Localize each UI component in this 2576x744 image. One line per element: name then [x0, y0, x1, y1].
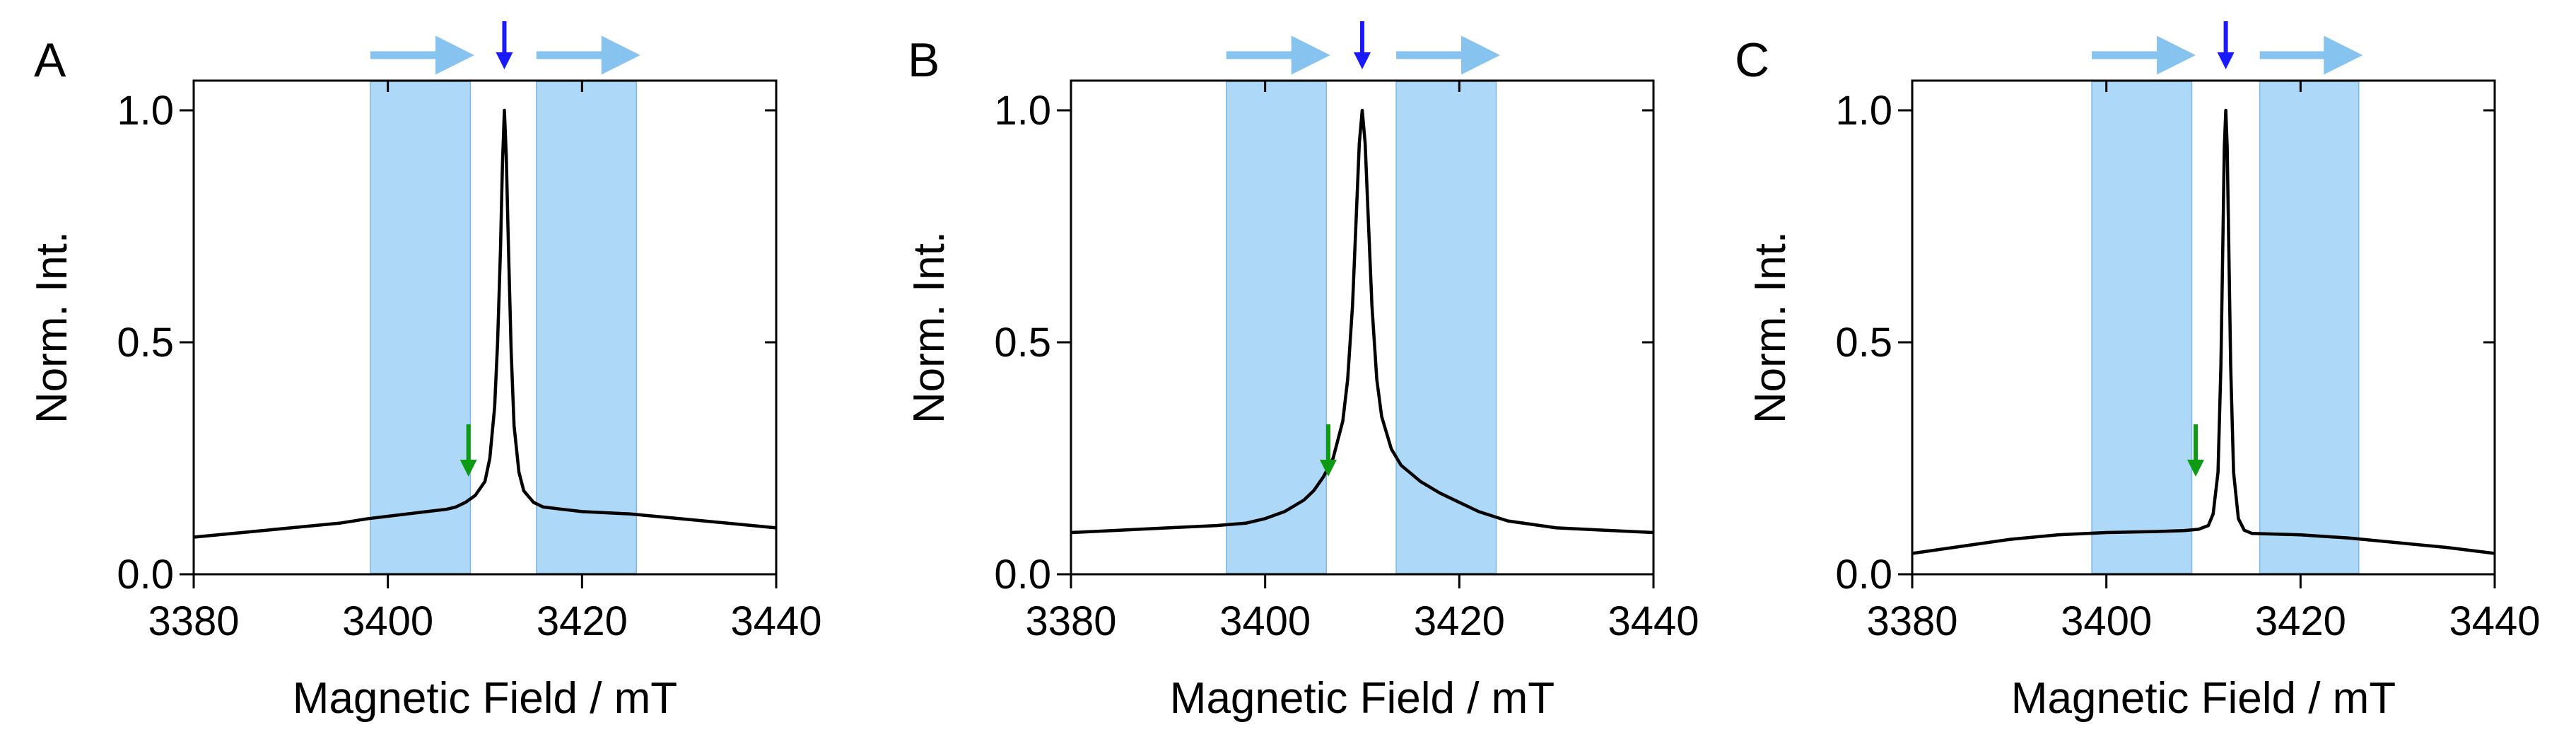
y-tick-label-2: 1.0 — [1835, 88, 1892, 134]
ticks — [180, 81, 778, 588]
x-tick-label-1: 3400 — [1219, 598, 1311, 644]
x-tick-label-0: 3380 — [1866, 598, 1957, 644]
arrows — [2092, 21, 2363, 477]
arrows — [1226, 21, 1501, 477]
y-tick-label-0: 0.0 — [1835, 552, 1892, 598]
y-axis-label: Norm. Int. — [28, 231, 76, 424]
x-axis-label: Magnetic Field / mT — [2011, 674, 2396, 723]
shaded-region-1 — [2091, 81, 2193, 574]
x-axis-label: Magnetic Field / mT — [293, 674, 677, 723]
panel-b: B 0.0 0.5 1.0 3380 3400 3420 3440 Magnet… — [905, 21, 1699, 723]
y-tick-label-2: 1.0 — [117, 88, 174, 134]
shaded-region-2 — [2259, 81, 2360, 574]
x-axis-label: Magnetic Field / mT — [1170, 674, 1555, 723]
panel-letter: A — [34, 33, 66, 87]
x-tick-label-3: 3440 — [730, 598, 821, 644]
x-tick-label-2: 3420 — [1414, 598, 1505, 644]
spectrum-line — [1911, 108, 2495, 555]
shaded-region-1 — [1225, 81, 1327, 574]
y-tick-label-2: 1.0 — [994, 88, 1051, 134]
x-tick-label-0: 3380 — [1025, 598, 1116, 644]
shaded-region-2 — [1395, 81, 1497, 574]
y-tick-label-1: 0.5 — [994, 320, 1051, 366]
y-tick-label-0: 0.0 — [994, 552, 1051, 598]
y-tick-label-0: 0.0 — [117, 552, 174, 598]
plot-area — [180, 21, 778, 588]
y-axis-label: Norm. Int. — [1746, 231, 1795, 424]
y-axis-label: Norm. Int. — [905, 231, 954, 424]
plot-area — [1057, 21, 1655, 588]
panel-letter: C — [1735, 33, 1769, 87]
y-tick-label-1: 0.5 — [117, 320, 174, 366]
shaded-regions — [370, 81, 637, 574]
shaded-regions — [2091, 81, 2360, 574]
shaded-region-2 — [536, 81, 637, 574]
x-tick-label-2: 3420 — [537, 598, 628, 644]
spectrum-line — [193, 108, 777, 539]
x-tick-label-2: 3420 — [2255, 598, 2346, 644]
spectrum-line — [1070, 108, 1654, 535]
axes-frame — [192, 79, 778, 576]
panel-c: C 0.0 0.5 1.0 3380 3400 3420 3440 Magnet… — [1735, 21, 2541, 723]
plot-area — [1898, 21, 2496, 588]
shaded-region-1 — [370, 81, 472, 574]
ticks — [1898, 81, 2496, 588]
axes-frame — [1070, 79, 1655, 576]
axes-frame — [1911, 79, 2496, 576]
arrows — [370, 21, 640, 477]
x-tick-label-3: 3440 — [1608, 598, 1699, 644]
x-tick-label-1: 3400 — [342, 598, 433, 644]
x-tick-label-0: 3380 — [148, 598, 239, 644]
panel-letter: B — [908, 33, 939, 87]
y-tick-label-1: 0.5 — [1835, 320, 1892, 366]
x-tick-label-3: 3440 — [2449, 598, 2540, 644]
ticks — [1057, 81, 1655, 588]
x-tick-label-1: 3400 — [2061, 598, 2152, 644]
shaded-regions — [1225, 81, 1497, 574]
panel-a: A 0.0 0.5 1.0 3380 3400 3420 3440 Magnet… — [28, 21, 822, 723]
